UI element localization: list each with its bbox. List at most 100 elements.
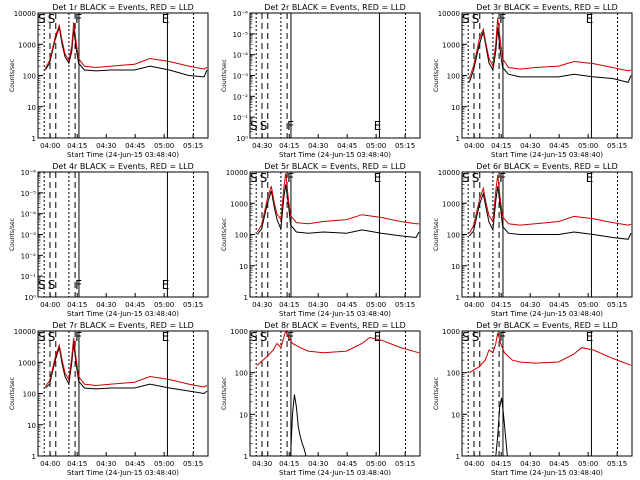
marker-label: S [250, 330, 258, 344]
marker-label: E [162, 278, 170, 292]
y-tick-label: 1000 [442, 41, 460, 49]
marker-label: S [472, 330, 480, 344]
events-series-line [468, 27, 632, 83]
x-tick-label: 04:45 [125, 301, 145, 309]
marker-label: F [75, 330, 82, 344]
y-tick-label: 1 [244, 453, 248, 461]
x-axis-label: Start Time (24-Jun-15 03:48:40) [279, 151, 391, 159]
y-tick-label: 10⁻⁵ [21, 190, 37, 198]
x-tick-label: 04:00 [40, 460, 60, 468]
x-tick-label: 05:00 [366, 142, 386, 150]
y-tick-label: 100 [235, 370, 248, 378]
marker-label: F [499, 171, 506, 185]
x-tick-label: 04:45 [549, 460, 569, 468]
panel-det-1r: Det 1r BLACK = Events, RED = LLD 1 10 100 10… [9, 3, 209, 159]
panel-title: Det 9r BLACK = Events, RED = LLD [476, 321, 618, 330]
panel-det-3r: Det 3r BLACK = Events, RED = LLD 1 10 100 10… [433, 3, 633, 159]
y-tick-label: 100 [23, 391, 36, 399]
x-tick-label: 05:00 [578, 460, 598, 468]
y-tick-label: 100 [447, 73, 460, 81]
y-tick-label: 10000 [438, 169, 460, 177]
marker-label: E [162, 330, 170, 344]
y-tick-label: 1000 [18, 359, 36, 367]
marker-label: S [48, 278, 56, 292]
x-axis-label: Start Time (24-Jun-15 03:48:40) [491, 151, 603, 159]
x-tick-label: 05:15 [183, 460, 203, 468]
events-series-line [468, 186, 632, 240]
x-tick-label: 04:00 [464, 142, 484, 150]
y-tick-label: 1000 [230, 200, 248, 208]
x-axis-label: Start Time (24-Jun-15 03:48:40) [279, 310, 391, 318]
x-tick-label: 05:15 [607, 301, 627, 309]
marker-label: S [38, 12, 46, 26]
y-tick-label: 10⁻² [21, 252, 37, 260]
x-axis-label: Start Time (24-Jun-15 03:48:40) [67, 310, 179, 318]
x-tick-label: 04:45 [337, 460, 357, 468]
x-tick-label: 04:15 [279, 460, 299, 468]
marker-label: S [48, 12, 56, 26]
marker-label: F [75, 12, 82, 26]
marker-label: E [374, 119, 382, 133]
y-tick-label: 10000 [226, 169, 248, 177]
marker-label: E [374, 330, 382, 344]
x-tick-label: 05:15 [395, 301, 415, 309]
y-tick-label: 10⁻¹ [21, 273, 37, 281]
lld-series-line [256, 329, 420, 366]
x-tick-label: 05:00 [366, 301, 386, 309]
marker-label: E [586, 171, 594, 185]
y-tick-label: 1 [456, 135, 460, 143]
y-tick-label: 10⁻⁵ [233, 31, 249, 39]
marker-label: E [162, 12, 170, 26]
x-tick-label: 04:30 [308, 301, 328, 309]
x-axis-label: Start Time (24-Jun-15 03:48:40) [67, 469, 179, 477]
y-tick-label: 10 [239, 411, 248, 419]
x-tick-label: 04:30 [96, 460, 116, 468]
x-tick-label: 05:00 [366, 460, 386, 468]
y-tick-label: 10⁰ [236, 135, 248, 143]
events-series-line [44, 343, 208, 395]
y-axis-label: Counts/sec [221, 218, 228, 251]
y-tick-label: 10⁻¹ [233, 114, 249, 122]
plot-frame [249, 12, 421, 139]
panel-title: Det 7r BLACK = Events, RED = LLD [52, 321, 194, 330]
y-tick-label: 100 [23, 73, 36, 81]
y-tick-label: 10⁻³ [233, 73, 249, 81]
y-tick-label: 1 [456, 453, 460, 461]
x-tick-label: 04:15 [279, 142, 299, 150]
marker-label: F [287, 119, 294, 133]
plot-frame [461, 12, 633, 139]
panel-title: Det 6r BLACK = Events, RED = LLD [476, 162, 618, 171]
panel-det-5r: Det 5r BLACK = Events, RED = LLD 1 10 100 10… [221, 162, 421, 318]
marker-label: S [462, 330, 470, 344]
lld-series-line [469, 332, 632, 374]
x-tick-label: 04:15 [67, 301, 87, 309]
y-tick-label: 10000 [14, 328, 36, 336]
events-series-line [256, 184, 420, 239]
y-tick-label: 1 [244, 294, 248, 302]
events-series-line [290, 394, 307, 457]
marker-label: S [38, 278, 46, 292]
events-series-line [469, 397, 508, 457]
x-tick-label: 04:00 [40, 142, 60, 150]
y-tick-label: 1000 [442, 200, 460, 208]
x-tick-label: 05:00 [154, 301, 174, 309]
marker-label: S [462, 171, 470, 185]
marker-label: S [48, 330, 56, 344]
marker-label: S [260, 119, 268, 133]
x-tick-label: 05:00 [578, 301, 598, 309]
lld-series-line [44, 22, 208, 70]
marker-label: E [586, 12, 594, 26]
marker-label: S [462, 12, 470, 26]
panel-title: Det 4r BLACK = Events, RED = LLD [52, 162, 194, 171]
plot-frame [461, 330, 633, 457]
y-tick-label: 10⁻² [233, 93, 249, 101]
panel-title: Det 8r BLACK = Events, RED = LLD [264, 321, 406, 330]
x-tick-label: 04:45 [549, 301, 569, 309]
x-tick-label: 04:15 [491, 142, 511, 150]
x-tick-label: 04:30 [252, 301, 272, 309]
y-tick-label: 100 [447, 232, 460, 240]
marker-label: E [586, 330, 594, 344]
x-tick-label: 04:00 [40, 301, 60, 309]
marker-label: E [374, 171, 382, 185]
panel-det-4r: Det 4r BLACK = Events, RED = LLD 10⁰ 10⁻¹ 1… [9, 162, 209, 318]
